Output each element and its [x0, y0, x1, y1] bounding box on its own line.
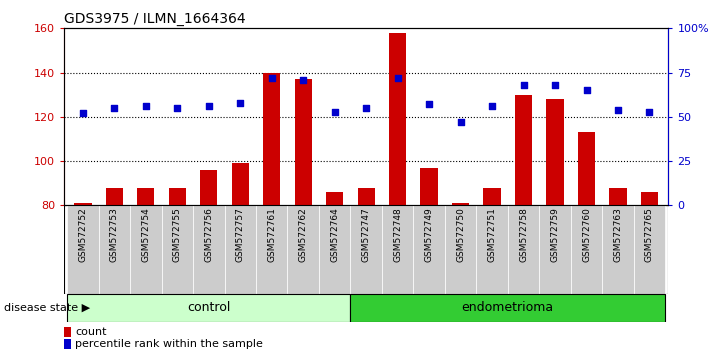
Point — [329, 109, 341, 114]
Point — [297, 77, 309, 82]
Bar — [169, 188, 186, 205]
Bar — [67, 294, 351, 322]
Bar — [382, 205, 413, 294]
Text: GDS3975 / ILMN_1664364: GDS3975 / ILMN_1664364 — [64, 12, 245, 26]
Point — [518, 82, 529, 88]
Text: GSM572758: GSM572758 — [519, 207, 528, 262]
Text: GSM572754: GSM572754 — [141, 207, 150, 262]
Bar — [64, 339, 71, 349]
Bar — [256, 205, 287, 294]
Point — [360, 105, 372, 111]
Bar — [64, 327, 71, 337]
Text: GSM572759: GSM572759 — [550, 207, 560, 262]
Bar — [130, 205, 161, 294]
Point — [612, 107, 624, 113]
Point — [424, 102, 435, 107]
Bar — [476, 205, 508, 294]
Text: endometrioma: endometrioma — [461, 302, 554, 314]
Bar — [546, 99, 564, 205]
Point — [581, 87, 592, 93]
Text: GSM572765: GSM572765 — [645, 207, 654, 262]
Text: GSM572764: GSM572764 — [330, 207, 339, 262]
Text: GSM572747: GSM572747 — [362, 207, 370, 262]
Bar — [508, 205, 539, 294]
Bar — [445, 205, 476, 294]
Bar — [452, 203, 469, 205]
Text: percentile rank within the sample: percentile rank within the sample — [75, 339, 263, 349]
Point — [203, 103, 215, 109]
Bar — [602, 205, 634, 294]
Point — [392, 75, 403, 81]
Text: GSM572751: GSM572751 — [488, 207, 496, 262]
Bar — [319, 205, 351, 294]
Bar — [358, 188, 375, 205]
Bar — [287, 205, 319, 294]
Text: GSM572753: GSM572753 — [110, 207, 119, 262]
Point — [266, 75, 277, 81]
Bar — [420, 168, 438, 205]
Text: GSM572748: GSM572748 — [393, 207, 402, 262]
Point — [140, 103, 151, 109]
Bar — [609, 188, 626, 205]
Bar — [74, 203, 92, 205]
Bar — [578, 132, 595, 205]
Bar — [67, 205, 99, 294]
Text: GSM572752: GSM572752 — [78, 207, 87, 262]
Bar — [389, 33, 406, 205]
Text: GSM572760: GSM572760 — [582, 207, 591, 262]
Text: GSM572755: GSM572755 — [173, 207, 182, 262]
Text: control: control — [187, 302, 230, 314]
Bar — [106, 188, 123, 205]
Bar — [161, 205, 193, 294]
Point — [77, 110, 89, 116]
Text: GSM572756: GSM572756 — [204, 207, 213, 262]
Bar — [99, 205, 130, 294]
Point — [455, 119, 466, 125]
Bar — [539, 205, 571, 294]
Point — [171, 105, 183, 111]
Point — [235, 100, 246, 105]
Text: GSM572761: GSM572761 — [267, 207, 277, 262]
Bar — [641, 192, 658, 205]
Point — [486, 103, 498, 109]
Text: GSM572762: GSM572762 — [299, 207, 308, 262]
Bar — [351, 205, 382, 294]
Text: GSM572749: GSM572749 — [424, 207, 434, 262]
Bar — [294, 79, 312, 205]
Bar — [483, 188, 501, 205]
Bar — [137, 188, 154, 205]
Bar — [326, 192, 343, 205]
Text: count: count — [75, 327, 107, 337]
Bar — [263, 73, 280, 205]
Bar — [193, 205, 225, 294]
Bar — [515, 95, 533, 205]
Point — [109, 105, 120, 111]
Point — [550, 82, 561, 88]
Text: GSM572763: GSM572763 — [614, 207, 622, 262]
Bar — [571, 205, 602, 294]
Text: disease state ▶: disease state ▶ — [4, 303, 90, 313]
Bar — [634, 205, 665, 294]
Bar — [200, 170, 218, 205]
Bar — [225, 205, 256, 294]
Bar — [351, 294, 665, 322]
Bar — [232, 163, 249, 205]
Text: GSM572750: GSM572750 — [456, 207, 465, 262]
Bar — [413, 205, 445, 294]
Point — [643, 109, 655, 114]
Text: GSM572757: GSM572757 — [236, 207, 245, 262]
